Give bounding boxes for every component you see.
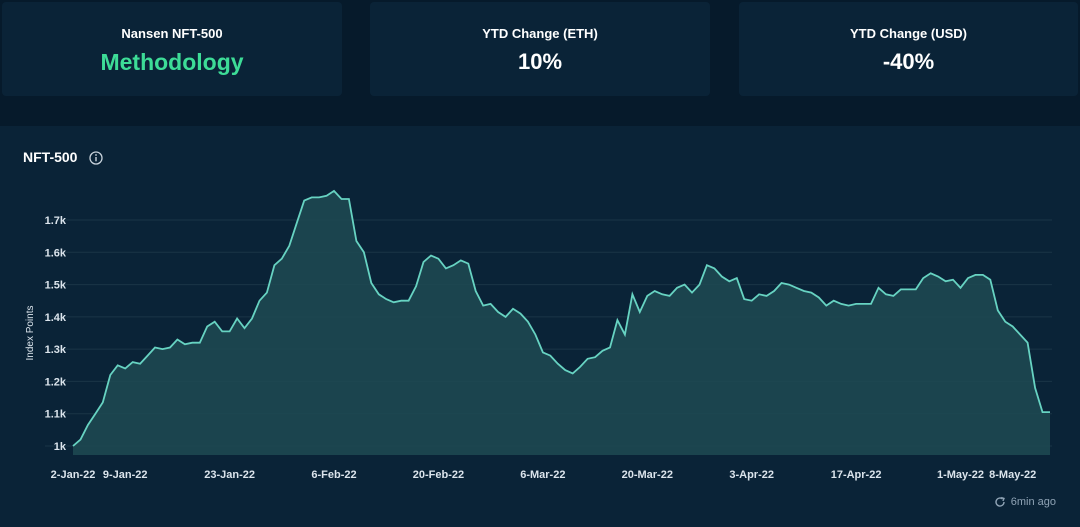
x-tick-label: 23-Jan-22 — [204, 469, 255, 481]
ytd-eth-value: 10% — [517, 49, 563, 74]
x-tick-label: 17-Apr-22 — [831, 469, 882, 481]
y-tick-label: 1.7k — [45, 215, 67, 227]
info-icon[interactable] — [89, 151, 103, 165]
y-axis-label: Index Points — [25, 305, 36, 360]
ytd-eth-card: YTD Change (ETH) 10% — [370, 2, 710, 96]
y-tick-labels: 1k 1.1k 1.2k 1.3k 1.4k 1.5k 1.6k 1.7k — [45, 215, 67, 453]
methodology-card: Nansen NFT-500 Methodology — [2, 2, 342, 96]
ytd-usd-value: -40% — [882, 49, 935, 74]
y-tick-label: 1.5k — [45, 280, 67, 292]
x-tick-label: 20-Mar-22 — [622, 469, 673, 481]
ytd-usd-card: YTD Change (USD) -40% — [739, 2, 1078, 96]
index-line — [72, 189, 1050, 447]
card-label: YTD Change (USD) — [850, 26, 967, 41]
x-tick-label: 6-Feb-22 — [311, 469, 356, 481]
card-label: Nansen NFT-500 — [121, 26, 223, 41]
last-updated-text: 6min ago — [1010, 496, 1056, 508]
x-tick-label: 20-Feb-22 — [413, 469, 464, 481]
index-area-fill — [73, 190, 1050, 455]
chart-title: NFT-500 — [23, 149, 78, 165]
x-tick-label: 8-May-22 — [989, 469, 1036, 481]
y-tick-label: 1.6k — [45, 247, 67, 259]
y-tick-label: 1.4k — [45, 312, 67, 324]
x-tick-label: 3-Apr-22 — [729, 469, 774, 481]
x-tick-label: 6-Mar-22 — [520, 469, 565, 481]
refresh-icon[interactable] — [994, 496, 1006, 508]
x-tick-labels: 2-Jan-22 9-Jan-22 23-Jan-22 6-Feb-22 20-Feb-… — [51, 469, 1037, 481]
y-tick-label: 1k — [54, 441, 67, 453]
x-tick-label: 1-May-22 — [937, 469, 984, 481]
y-tick-label: 1.2k — [45, 376, 67, 388]
x-tick-label: 9-Jan-22 — [103, 469, 148, 481]
card-label: YTD Change (ETH) — [482, 26, 598, 41]
methodology-link[interactable]: Methodology — [100, 49, 244, 75]
last-updated: 6min ago — [994, 496, 1056, 508]
y-tick-label: 1.3k — [45, 344, 67, 356]
x-tick-label: 2-Jan-22 — [51, 469, 96, 481]
y-tick-label: 1.1k — [45, 409, 67, 421]
